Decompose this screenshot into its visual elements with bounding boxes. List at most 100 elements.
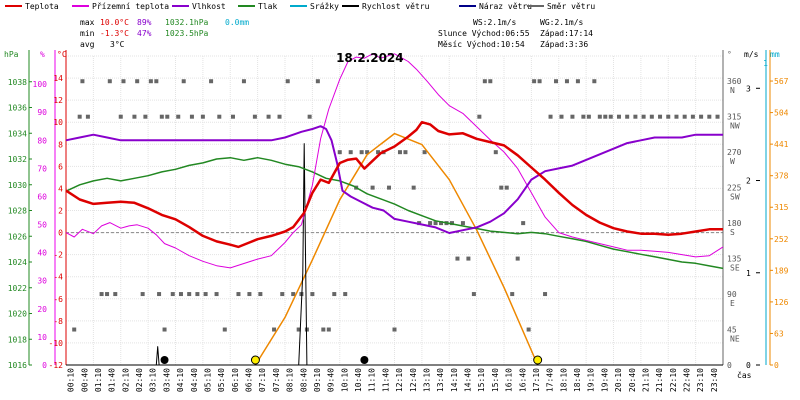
stat-avg-label: avg: [80, 40, 95, 49]
wind-direction-point: [337, 150, 342, 155]
temp-tick-label: 14: [53, 74, 63, 83]
legend-item: Tlak: [258, 2, 277, 11]
x-tick-label: 04:10: [176, 368, 185, 392]
wind-direction-point: [392, 327, 397, 332]
solar-tick-label: 315: [774, 203, 789, 212]
sunset-marker: [533, 355, 543, 365]
wind-direction-point: [296, 327, 301, 332]
solar-radiation-series: [254, 132, 539, 366]
wind-direction-point: [482, 79, 487, 84]
mm-tick-label: 1: [763, 59, 768, 68]
wind-direction-point: [85, 114, 90, 119]
temp-tick-label: 12: [53, 96, 63, 105]
solar-tick-label: 189: [774, 266, 789, 275]
wind-direction-point: [439, 221, 444, 226]
wind-direction-point: [532, 79, 537, 84]
x-tick-label: 13:40: [436, 368, 445, 392]
temp-tick-label: -4: [53, 273, 63, 282]
wind-direction-point: [510, 292, 515, 297]
wind-direction-point: [326, 327, 331, 332]
dir-tick-name: NE: [730, 335, 740, 344]
x-tick-label: 15:10: [477, 368, 486, 392]
x-tick-label: 01:10: [94, 368, 103, 392]
stat-min-label: min: [80, 29, 95, 38]
wind-direction-point: [559, 114, 564, 119]
wind-direction-point: [403, 150, 408, 155]
hpa-tick-label: 1026: [8, 232, 27, 241]
dir-tick-value: 270: [727, 148, 742, 157]
wind-direction-point: [170, 292, 175, 297]
moonrise-marker: [360, 356, 369, 364]
wind-direction-point: [348, 150, 353, 155]
stat-max-humidity: 89%: [137, 18, 152, 27]
wind-direction-point: [515, 256, 520, 261]
wind-direction-point: [422, 150, 427, 155]
hpa-axis-label: hPa: [4, 50, 19, 59]
stat-max-label: max: [80, 18, 95, 27]
sun-moon-markers: [160, 355, 543, 365]
x-tick-label: 20:10: [614, 368, 623, 392]
x-tick-label: 17:40: [546, 368, 555, 392]
legend-item: Směr větru: [547, 2, 595, 11]
pct-tick-label: 100: [33, 80, 48, 89]
wind-direction-point: [187, 292, 192, 297]
ground-temperature-series: [65, 53, 724, 269]
pct-tick-label: 60: [37, 192, 47, 201]
wind-direction-series: [72, 79, 720, 332]
wind-direction-point: [564, 79, 569, 84]
x-tick-label: 16:10: [505, 368, 514, 392]
wind-direction-point: [597, 114, 602, 119]
wind-direction-point: [608, 114, 613, 119]
temp-tick-label: -6: [53, 295, 63, 304]
temp-tick-label: 6: [58, 162, 63, 171]
dir-tick-label: 0: [727, 361, 732, 370]
dir-tick-name: SW: [730, 193, 740, 202]
dir-tick-name: E: [730, 299, 735, 308]
wind-direction-point: [159, 114, 164, 119]
temp-tick-label: 10: [53, 118, 63, 127]
hpa-tick-label: 1028: [8, 207, 27, 216]
legend-item: Přízemní teplota: [92, 2, 169, 11]
ms-tick-label: 2: [746, 177, 751, 186]
stat-sunset: Západ:17:14: [540, 29, 593, 38]
dir-tick-label: 90E: [727, 290, 737, 308]
x-tick-label: 02:10: [121, 368, 130, 392]
wind-direction-point: [105, 292, 110, 297]
hpa-tick-label: 1020: [8, 310, 27, 319]
stat-max-precip: 0.0mm: [225, 18, 249, 27]
sunrise-marker: [250, 355, 260, 365]
solar-tick-label: 567: [774, 77, 789, 86]
humidity-series: [65, 125, 723, 234]
x-tick-label: 08:40: [299, 368, 308, 392]
solar-tick-label: 378: [774, 172, 789, 181]
wind-direction-point: [543, 292, 548, 297]
pct-tick-label: 90: [37, 108, 47, 117]
wind-direction-point: [285, 79, 290, 84]
wind-direction-point: [586, 114, 591, 119]
wind-direction-point: [178, 292, 183, 297]
x-tick-label: 01:40: [108, 368, 117, 392]
stat-min-pressure: 1023.5hPa: [165, 29, 209, 38]
wind-direction-point: [277, 114, 282, 119]
temp-tick-label: -10: [49, 339, 64, 348]
wind-direction-point: [387, 185, 392, 190]
wind-direction-point: [195, 292, 200, 297]
wind-direction-point: [241, 79, 246, 84]
x-tick-label: 04:40: [190, 368, 199, 392]
wind-direction-point: [135, 79, 140, 84]
dir-tick-value: 0: [727, 361, 732, 370]
stats-block: max 10.0°C 89% 1032.1hPa 0.0mm min -1.3°C 47% 10…: [80, 18, 593, 49]
wind-direction-point: [397, 150, 402, 155]
wind-direction-point: [699, 114, 704, 119]
x-tick-label: 03:10: [149, 368, 158, 392]
wind-direction-point: [332, 292, 337, 297]
x-tick-label: 22:40: [683, 368, 692, 392]
wind-direction-point: [113, 292, 118, 297]
wind-direction-point: [460, 221, 465, 226]
wind-direction-point: [307, 114, 312, 119]
wind-direction-point: [449, 221, 454, 226]
